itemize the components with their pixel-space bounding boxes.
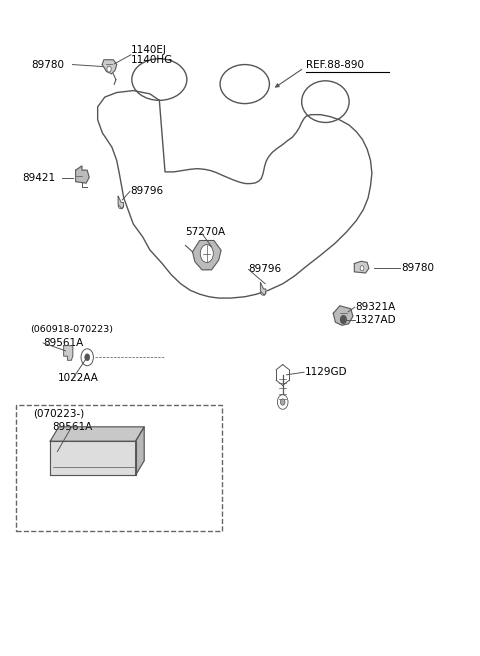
Text: 1140HG: 1140HG xyxy=(131,55,173,65)
Circle shape xyxy=(200,245,213,262)
Circle shape xyxy=(341,316,346,323)
Text: 89796: 89796 xyxy=(249,264,282,274)
Text: (070223-): (070223-) xyxy=(34,409,85,419)
Text: 89321A: 89321A xyxy=(355,302,395,312)
Text: 1327AD: 1327AD xyxy=(355,314,396,325)
Circle shape xyxy=(85,354,90,361)
Circle shape xyxy=(280,399,285,405)
Text: 1140EJ: 1140EJ xyxy=(131,45,167,54)
Text: 89561A: 89561A xyxy=(43,338,84,348)
Text: 89421: 89421 xyxy=(23,173,56,184)
Circle shape xyxy=(107,66,111,72)
Text: 89561A: 89561A xyxy=(53,422,93,432)
Circle shape xyxy=(277,395,288,409)
Polygon shape xyxy=(118,196,123,209)
Text: 89796: 89796 xyxy=(130,186,163,196)
Polygon shape xyxy=(136,427,144,475)
Text: 1022AA: 1022AA xyxy=(58,373,99,383)
Polygon shape xyxy=(76,166,89,183)
Circle shape xyxy=(360,266,364,271)
Text: (060918-070223): (060918-070223) xyxy=(30,325,113,334)
Polygon shape xyxy=(333,306,353,325)
Bar xyxy=(16,405,222,531)
Text: 57270A: 57270A xyxy=(185,228,226,237)
Text: REF.88-890: REF.88-890 xyxy=(306,60,364,70)
Polygon shape xyxy=(64,346,73,360)
Polygon shape xyxy=(261,283,266,295)
Polygon shape xyxy=(50,441,136,475)
Polygon shape xyxy=(50,427,144,441)
Polygon shape xyxy=(354,261,369,273)
Text: 89780: 89780 xyxy=(401,263,434,273)
Text: 1129GD: 1129GD xyxy=(305,367,348,377)
Polygon shape xyxy=(192,241,221,270)
Polygon shape xyxy=(102,60,117,74)
Text: 89780: 89780 xyxy=(31,60,64,70)
